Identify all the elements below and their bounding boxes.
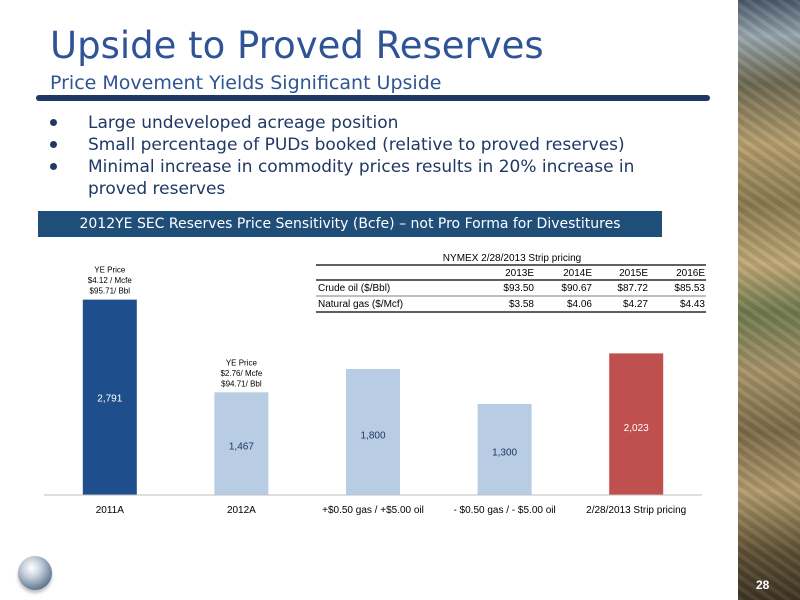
bullet-text: Large undeveloped acreage position bbox=[88, 113, 399, 133]
photo-texture bbox=[738, 0, 800, 600]
bullet-dot-icon bbox=[50, 119, 57, 126]
bar-value-label: 1,300 bbox=[492, 447, 517, 458]
bar bbox=[477, 404, 532, 495]
strip-table-cell: $4.27 bbox=[623, 299, 648, 310]
price-annotation-line: YE Price bbox=[94, 266, 126, 275]
bullet-text: Minimal increase in commodity prices res… bbox=[88, 157, 635, 199]
strip-table-cell: $93.50 bbox=[503, 283, 534, 294]
bar bbox=[346, 369, 400, 495]
bullet-dot-icon bbox=[50, 141, 57, 148]
strip-table-cell: $85.53 bbox=[674, 283, 705, 294]
bar-value-label: 1,467 bbox=[229, 442, 254, 453]
x-tick-label: 2011A bbox=[96, 505, 125, 516]
price-annotation-line: $4.12 / Mcfe bbox=[88, 276, 133, 285]
title-divider bbox=[36, 95, 710, 101]
landscape-photo bbox=[738, 0, 800, 600]
strip-table-col-header: 2013E bbox=[505, 268, 534, 279]
page-number: 28 bbox=[756, 578, 770, 592]
strip-table-cell: $3.58 bbox=[509, 299, 534, 310]
bullet-item: Small percentage of PUDs booked (relativ… bbox=[42, 134, 682, 156]
bar-value-label: 1,800 bbox=[360, 431, 385, 442]
strip-table-col-header: 2016E bbox=[676, 268, 705, 279]
bullet-item: Minimal increase in commodity prices res… bbox=[42, 156, 682, 200]
bar bbox=[214, 392, 269, 495]
reserves-bar-chart: NYMEX 2/28/2013 Strip pricing 2013E 2014… bbox=[44, 253, 706, 516]
strip-table-cell: $4.06 bbox=[567, 299, 592, 310]
bar bbox=[82, 299, 137, 495]
bar-value-label: 2,791 bbox=[97, 393, 122, 404]
bullet-dot-icon bbox=[50, 163, 57, 170]
price-annotation-line: YE Price bbox=[226, 358, 258, 367]
strip-table-col-header: 2014E bbox=[563, 268, 592, 279]
bars-group: 2,791 2011A 1,467 2012A 1,800 +$0.50 gas / +$… bbox=[82, 266, 686, 516]
bullet-text: Small percentage of PUDs booked (relativ… bbox=[88, 135, 625, 155]
slide-title: Upside to Proved Reserves bbox=[50, 24, 544, 67]
x-tick-label: 2/28/2013 Strip pricing bbox=[586, 505, 686, 516]
chart-banner: 2012YE SEC Reserves Price Sensitivity (B… bbox=[38, 211, 662, 237]
price-annotation-line: $95.71/ Bbl bbox=[90, 287, 131, 296]
company-logo-icon bbox=[18, 556, 52, 590]
strip-table-col-header: 2015E bbox=[619, 268, 648, 279]
strip-table-cell: $87.72 bbox=[617, 283, 648, 294]
bar bbox=[609, 353, 664, 495]
strip-table-row-label: Natural gas ($/Mcf) bbox=[318, 299, 403, 310]
x-tick-label: +$0.50 gas / +$5.00 oil bbox=[322, 505, 424, 516]
bullet-list: Large undeveloped acreage position Small… bbox=[42, 112, 682, 200]
strip-table-cell: $4.43 bbox=[680, 299, 705, 310]
strip-table-row-label: Crude oil ($/Bbl) bbox=[318, 283, 390, 294]
strip-table-title: NYMEX 2/28/2013 Strip pricing bbox=[443, 253, 581, 264]
bar-value-label: 2,023 bbox=[624, 423, 649, 434]
strip-pricing-table: NYMEX 2/28/2013 Strip pricing 2013E 2014… bbox=[316, 253, 706, 313]
x-tick-label: 2012A bbox=[227, 505, 256, 516]
slide-subtitle: Price Movement Yields Significant Upside bbox=[50, 72, 442, 94]
strip-table-cell: $90.67 bbox=[561, 283, 592, 294]
price-annotation-line: $2.76/ Mcfe bbox=[220, 369, 262, 378]
bullet-item: Large undeveloped acreage position bbox=[42, 112, 682, 134]
price-annotation-line: $94.71/ Bbl bbox=[221, 379, 262, 388]
x-tick-label: - $0.50 gas / - $5.00 oil bbox=[453, 505, 555, 516]
